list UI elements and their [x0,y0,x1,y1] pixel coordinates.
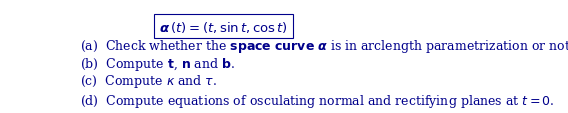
Text: (d)  Compute equations of osculating normal and rectifying planes at $t = 0$.: (d) Compute equations of osculating norm… [80,92,554,109]
Text: $\boldsymbol{\alpha}\,(t) = (t,\sin t,\cos t)$: $\boldsymbol{\alpha}\,(t) = (t,\sin t,\c… [159,20,288,34]
Text: (c)  Compute $\kappa$ and $\tau$.: (c) Compute $\kappa$ and $\tau$. [80,73,217,90]
Text: (a)  Check whether the $\bf{space\ curve}$ $\boldsymbol{\alpha}$ is in arclength: (a) Check whether the $\bf{space\ curve}… [80,38,568,55]
Text: (b)  Compute $\mathbf{t}$, $\mathbf{n}$ and $\mathbf{b}$.: (b) Compute $\mathbf{t}$, $\mathbf{n}$ a… [80,55,235,72]
